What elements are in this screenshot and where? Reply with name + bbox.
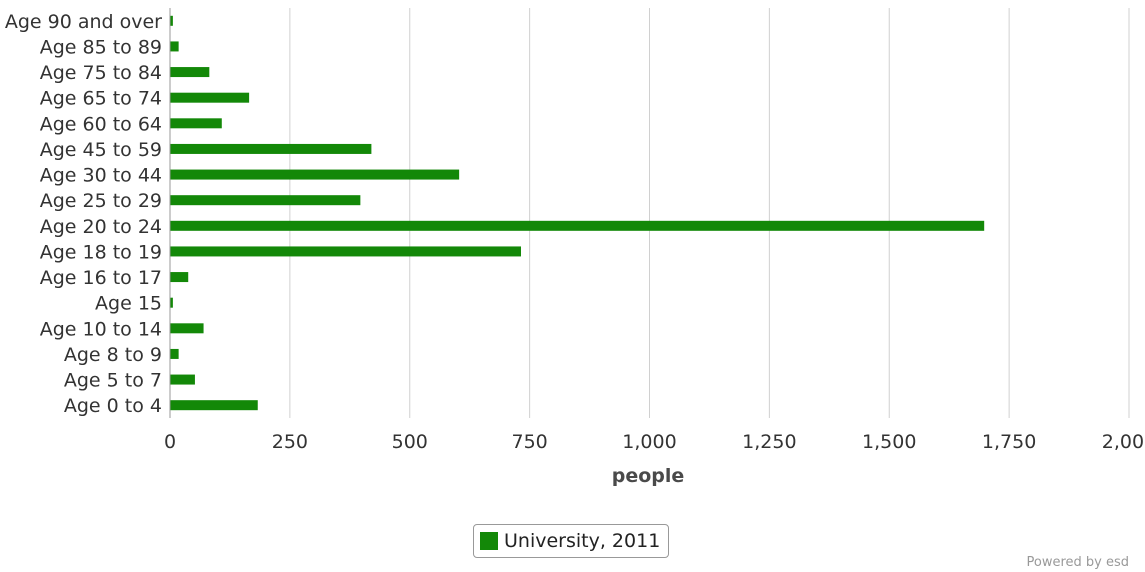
legend[interactable]: University, 2011 [473, 524, 670, 558]
bar[interactable] [170, 143, 372, 154]
category-label: Age 45 to 59 [40, 139, 162, 161]
bar[interactable] [170, 67, 210, 78]
x-tick-label: 750 [511, 431, 547, 453]
category-label: Age 8 to 9 [64, 344, 162, 366]
legend-swatch [480, 532, 498, 550]
bars [170, 15, 985, 411]
powered-by-credit: Powered by esd [1026, 555, 1129, 570]
x-tick-label: 2,000 [1102, 431, 1145, 453]
x-tick-labels: 0 250 500 750 1,000 1,250 1,500 1,750 2,000 [164, 431, 1145, 453]
category-label: Age 15 [95, 293, 162, 315]
category-label: Age 10 to 14 [40, 318, 162, 340]
category-label: Age 30 to 44 [40, 165, 162, 187]
bar[interactable] [170, 92, 250, 103]
bar[interactable] [170, 118, 222, 129]
bar[interactable] [170, 220, 985, 231]
bar[interactable] [170, 348, 179, 359]
bar[interactable] [170, 15, 173, 26]
bar[interactable] [170, 195, 361, 206]
x-tick-label: 1,000 [622, 431, 676, 453]
x-tick-label: 1,250 [742, 431, 796, 453]
category-label: Age 25 to 29 [40, 190, 162, 212]
x-axis-title: people [612, 465, 685, 487]
category-label: Age 85 to 89 [40, 36, 162, 58]
x-tick-label: 250 [272, 431, 308, 453]
bar[interactable] [170, 400, 258, 411]
bar[interactable] [170, 374, 195, 385]
category-label: Age 5 to 7 [64, 370, 162, 392]
bar[interactable] [170, 246, 521, 257]
category-label: Age 75 to 84 [40, 62, 162, 84]
category-label: Age 18 to 19 [40, 241, 162, 263]
category-label: Age 60 to 64 [40, 113, 162, 135]
category-labels: Age 0 to 4 Age 5 to 7 Age 8 to 9 Age 10 to … [5, 11, 162, 417]
bar[interactable] [170, 297, 173, 308]
grid-lines [289, 8, 1130, 418]
category-label: Age 16 to 17 [40, 267, 162, 289]
legend-label: University, 2011 [504, 530, 661, 552]
category-label: Age 90 and over [5, 11, 162, 33]
x-tick-label: 1,500 [862, 431, 916, 453]
bar[interactable] [170, 323, 204, 334]
bar[interactable] [170, 41, 179, 52]
bar[interactable] [170, 169, 460, 180]
x-tick-label: 0 [164, 431, 176, 453]
category-label: Age 0 to 4 [64, 395, 162, 417]
category-label: Age 65 to 74 [40, 88, 162, 110]
x-tick-label: 500 [392, 431, 428, 453]
category-label: Age 20 to 24 [40, 216, 162, 238]
bar[interactable] [170, 272, 189, 283]
x-tick-label: 1,750 [982, 431, 1036, 453]
